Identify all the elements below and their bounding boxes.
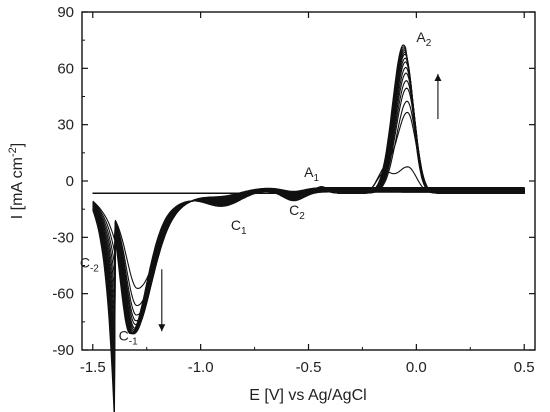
cv-cycle-line <box>92 44 525 412</box>
y-tick-label: 60 <box>57 60 74 77</box>
peak-label-c-1: C-1 <box>119 328 138 348</box>
plot-frame <box>81 11 536 351</box>
cv-cycle-line <box>92 49 525 379</box>
cv-cycle-line <box>92 66 525 331</box>
cv-cycle-line <box>92 80 525 326</box>
y-tick-label: -60 <box>52 286 74 303</box>
cv-cycle-line <box>92 100 525 316</box>
x-tick-label: -0.5 <box>296 359 322 376</box>
y-tick-label: -30 <box>52 229 74 246</box>
peak-annotations: A2 A1 C1 C2 C-2 C-1 <box>80 29 432 348</box>
cv-cycle-line <box>92 48 525 392</box>
cv-curves <box>92 44 525 412</box>
cv-cycle-line <box>92 87 525 322</box>
cv-cycle-line <box>92 166 525 289</box>
cv-cycle-line <box>92 61 525 333</box>
tick-labels: -1.5 -1.0 -0.5 0.0 0.5 -90 -60 -30 0 30 60 90 <box>52 4 534 376</box>
cv-cycle-line <box>92 46 525 407</box>
y-tick-label: -90 <box>52 342 74 359</box>
trend-arrows <box>158 73 442 332</box>
y-tick-label: 0 <box>66 173 74 190</box>
y-axis-title-close: ] <box>9 143 26 147</box>
peak-label-c2: C2 <box>289 202 305 222</box>
axis-ticks <box>82 11 535 351</box>
cv-cycle-line <box>92 57 525 339</box>
y-axis-title-sup: -2 <box>7 147 19 157</box>
x-tick-label: 0.0 <box>406 359 427 376</box>
peak-label-c-2: C-2 <box>80 254 99 274</box>
x-tick-label: -1.0 <box>188 359 214 376</box>
y-axis-title-main: I [mA cm <box>9 157 26 219</box>
arrow-head-up <box>434 73 442 81</box>
peak-label-c1: C1 <box>231 217 247 237</box>
x-tick-label: 0.5 <box>514 359 535 376</box>
cv-cycle-line <box>92 51 525 365</box>
cv-cycle-line <box>92 53 525 352</box>
y-tick-label: 90 <box>57 4 74 21</box>
peak-label-a1: A1 <box>304 164 319 184</box>
x-axis-title: E [V] vs Ag/AgCl <box>249 387 366 404</box>
x-tick-label: -1.5 <box>80 359 106 376</box>
arrow-head-down <box>158 324 166 332</box>
y-tick-label: 30 <box>57 117 74 134</box>
cv-cycle-line <box>92 72 525 329</box>
peak-label-a2: A2 <box>416 29 431 49</box>
y-axis-title: I [mA cm-2] <box>7 143 26 219</box>
cv-cycle-line <box>92 111 525 307</box>
